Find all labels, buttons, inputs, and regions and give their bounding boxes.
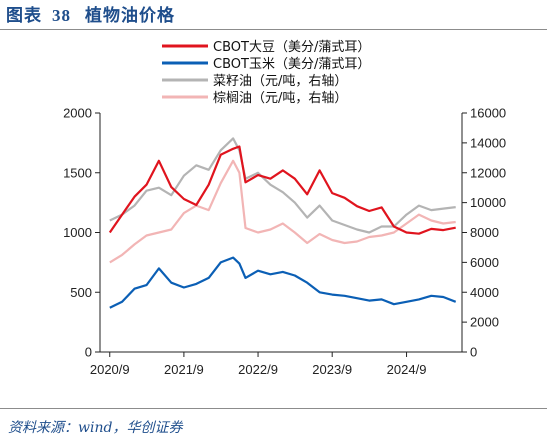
figure-title: 图表 38 植物油价格 <box>6 3 175 29</box>
x-tick-label: 2022/9 <box>238 362 278 377</box>
x-tick-label: 2024/9 <box>387 362 427 377</box>
figure-text: 植物油价格 <box>85 6 175 26</box>
right-tick-label: 6000 <box>470 255 499 270</box>
axes: 0 500 1000 1500 2000 0 2000 4000 6000 8000 10000 12… <box>63 106 506 378</box>
legend-label: 棕榈油（元/吨，右轴） <box>213 91 347 106</box>
left-tick-label: 0 <box>85 345 92 360</box>
right-tick-label: 4000 <box>470 285 499 300</box>
right-tick-label: 16000 <box>470 106 506 121</box>
x-tick-label: 2020/9 <box>90 362 130 377</box>
x-tick-label: 2021/9 <box>164 362 204 377</box>
left-tick-label: 500 <box>70 285 92 300</box>
legend: CBOT大豆（美分/蒲式耳） CBOT玉米（美分/蒲式耳） 菜籽油（元/吨，右轴） 棕… <box>162 40 370 106</box>
x-tick-label: 2023/9 <box>312 362 352 377</box>
top-rule <box>0 29 547 30</box>
figure-label: 图表 <box>6 6 42 26</box>
series-line <box>109 137 456 234</box>
right-tick-label: 10000 <box>470 195 506 210</box>
legend-label: CBOT玉米（美分/蒲式耳） <box>213 57 370 72</box>
series-line <box>109 256 457 309</box>
right-tick-label: 12000 <box>470 165 506 180</box>
chart: 0 500 1000 1500 2000 0 2000 4000 6000 8000 10000 12… <box>63 40 506 378</box>
source-note: 资料来源：wind，华创证券 <box>8 420 183 436</box>
left-tick-label: 2000 <box>63 106 92 121</box>
left-tick-label: 1000 <box>63 225 92 240</box>
right-tick-label: 14000 <box>470 135 506 150</box>
bottom-rule <box>0 408 547 409</box>
right-tick-label: 8000 <box>470 225 499 240</box>
legend-label: CBOT大豆（美分/蒲式耳） <box>213 40 370 55</box>
plot-area <box>108 137 457 309</box>
series-line <box>109 159 456 264</box>
left-tick-label: 1500 <box>63 165 92 180</box>
figure-number: 38 <box>52 6 71 25</box>
series-line <box>108 145 456 235</box>
right-tick-label: 0 <box>470 345 477 360</box>
right-tick-label: 2000 <box>470 315 499 330</box>
legend-label: 菜籽油（元/吨，右轴） <box>213 74 347 89</box>
